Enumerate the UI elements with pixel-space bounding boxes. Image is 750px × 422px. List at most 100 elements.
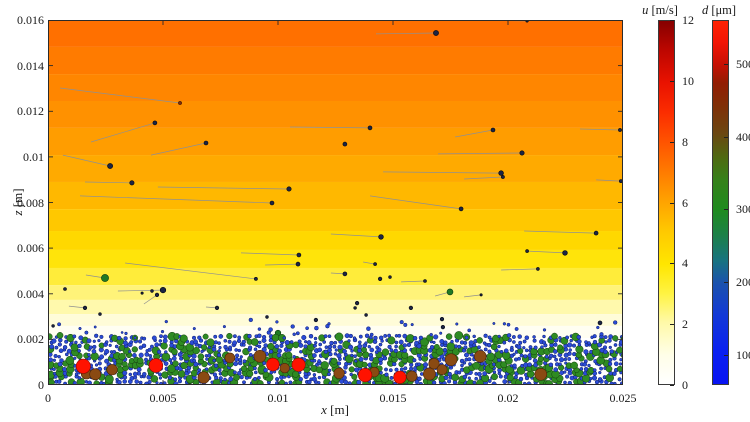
bed-particle: [282, 336, 286, 340]
bed-particle: [163, 361, 169, 366]
bed-particle: [142, 371, 147, 377]
bed-fringe-particle: [133, 336, 137, 340]
bed-particle: [598, 370, 602, 375]
bed-particle: [612, 335, 619, 342]
airborne-particle: [378, 234, 384, 240]
particle-trail: [265, 263, 299, 266]
particle-trail: [330, 233, 382, 238]
bed-particle-large: [266, 357, 280, 372]
particle-trail: [401, 280, 426, 283]
bed-particle: [553, 342, 558, 347]
bed-particle: [284, 339, 290, 346]
bed-particle: [232, 334, 237, 339]
airborne-particle: [597, 320, 603, 326]
bed-particle: [223, 344, 228, 350]
particle-bed: [48, 317, 623, 385]
bed-particle: [311, 376, 317, 382]
bed-particle: [464, 352, 469, 358]
bed-particle: [350, 349, 354, 353]
bed-particle: [267, 342, 275, 351]
bed-particle: [347, 339, 351, 343]
bed-particle: [542, 334, 546, 339]
bed-particle: [247, 333, 252, 339]
bed-particle: [417, 362, 421, 367]
bed-particle: [204, 367, 209, 371]
particle-trail: [150, 142, 207, 156]
bed-particle: [97, 361, 102, 366]
bed-particle: [92, 344, 97, 349]
bed-particle-large: [428, 358, 440, 370]
bed-particle: [57, 354, 61, 359]
airborne-particle: [408, 305, 414, 311]
bed-particle: [298, 377, 303, 382]
bed-fringe-particle: [124, 331, 128, 336]
bed-particle: [518, 340, 523, 345]
bed-particle: [613, 343, 618, 347]
y-tick-label: 0.002: [17, 332, 44, 347]
bed-fringe-particle: [84, 330, 89, 335]
airborne-particle: [203, 140, 209, 146]
bed-particle: [519, 353, 524, 358]
bed-particle: [59, 358, 64, 363]
bed-particle: [563, 357, 568, 362]
bed-particle: [607, 338, 612, 343]
bed-particle: [253, 370, 258, 375]
bed-particle: [393, 348, 398, 353]
bed-particle: [202, 333, 209, 340]
bed-particle: [512, 363, 517, 368]
bed-particle: [532, 338, 537, 343]
bed-particle: [177, 379, 183, 384]
bed-particle: [522, 346, 526, 350]
bed-particle: [474, 376, 479, 381]
bed-particle: [361, 346, 367, 353]
bed-particle: [150, 375, 159, 383]
bed-particle: [234, 348, 239, 352]
d-colorbar-title: d [μm]: [687, 3, 750, 18]
bed-particle: [256, 380, 264, 385]
bed-particle: [409, 366, 414, 371]
bed-particle: [158, 339, 163, 343]
bed-fringe-particle: [410, 323, 414, 327]
bed-particle: [223, 377, 227, 382]
bed-particle: [450, 339, 454, 344]
bed-fringe-particle: [292, 332, 296, 337]
bed-particle: [369, 347, 375, 353]
bed-particle: [277, 348, 282, 354]
bed-particle: [111, 334, 119, 342]
bed-particle: [180, 361, 188, 370]
particle-trail: [289, 126, 371, 129]
bed-particle: [442, 347, 448, 353]
x-axis-title: x [m]: [300, 402, 370, 418]
bed-particle: [253, 347, 258, 352]
d-colorbar-tick-mark: [724, 136, 728, 138]
bed-particle: [74, 340, 78, 345]
bed-particle: [161, 352, 171, 362]
bed-particle: [358, 356, 364, 362]
bed-particle: [62, 367, 67, 372]
bed-fringe-particle: [403, 322, 408, 327]
bed-particle-large: [436, 364, 448, 375]
bed-particle: [57, 342, 62, 347]
bed-particle: [559, 370, 565, 376]
bed-particle: [217, 368, 222, 373]
bed-particle: [499, 349, 504, 354]
x-tick-label: 0.01: [267, 391, 289, 405]
bed-particle: [348, 366, 355, 373]
u-colorbar-tick-mark: [670, 141, 674, 143]
bed-particle: [389, 375, 394, 380]
bed-particle: [238, 357, 243, 363]
particle-trail: [455, 129, 494, 138]
bed-particle: [447, 371, 452, 377]
bed-particle: [104, 358, 110, 364]
bed-particle: [144, 357, 148, 362]
bed-particle: [454, 344, 458, 349]
bed-particle: [52, 358, 57, 362]
bed-particle: [122, 379, 127, 384]
particle-trail: [527, 250, 566, 254]
airborne-particle: [423, 279, 427, 283]
wind-speed-band: [48, 74, 623, 101]
bed-particle: [308, 333, 314, 339]
bed-particle: [154, 342, 160, 348]
airborne-particle: [490, 127, 496, 133]
bed-particle: [417, 376, 422, 382]
